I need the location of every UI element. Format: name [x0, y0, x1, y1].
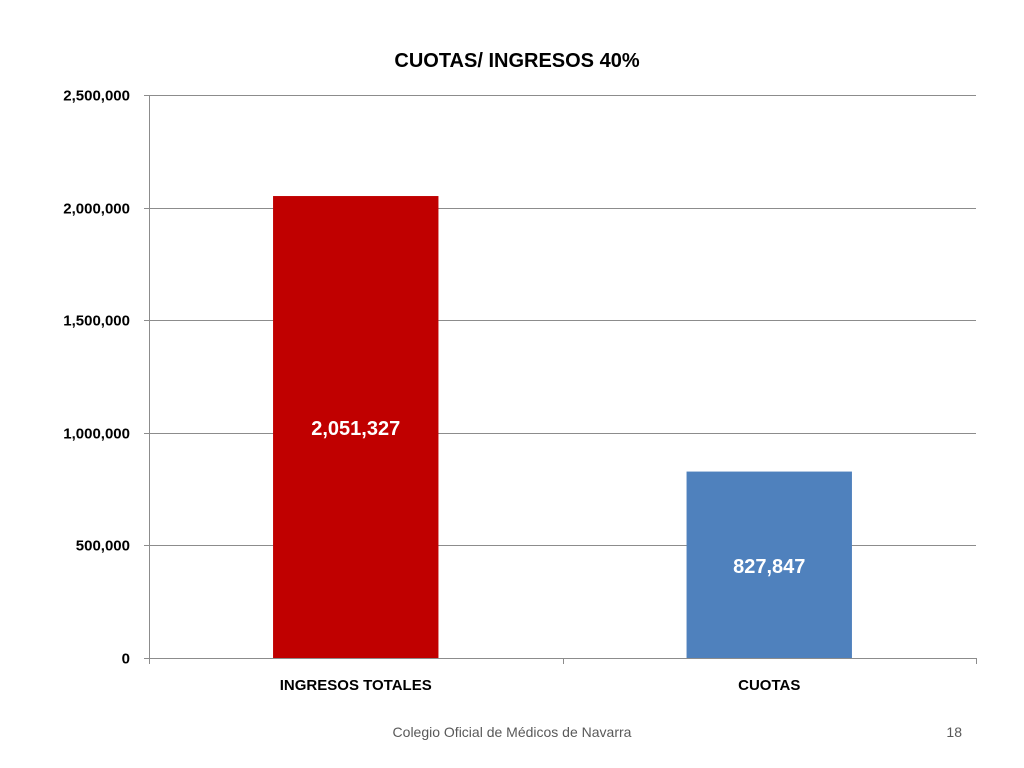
footer-organization: Colegio Oficial de Médicos de Navarra	[392, 724, 632, 740]
x-tick-label: INGRESOS TOTALES	[280, 677, 432, 694]
bar	[273, 196, 439, 659]
chart-title: CUOTAS/ INGRESOS 40%	[394, 50, 639, 72]
y-tick-label: 0	[122, 651, 130, 668]
y-tick-label: 2,000,000	[63, 201, 130, 218]
footer-page-number: 18	[946, 724, 962, 740]
data-label: 2,051,327	[311, 418, 400, 440]
tick-labels: 0 500,000 1,000,000 1,500,000 2,000,000 2,500…	[63, 88, 800, 695]
bar	[686, 471, 852, 658]
data-label: 827,847	[733, 556, 805, 578]
y-tick-label: 500,000	[76, 538, 130, 555]
y-tick-label: 2,500,000	[63, 88, 130, 105]
axes	[144, 95, 977, 664]
x-tick-label: CUOTAS	[738, 677, 800, 694]
data-labels: 2,051,327 827,847	[311, 418, 805, 578]
y-tick-label: 1,000,000	[63, 426, 130, 443]
bars	[273, 196, 852, 659]
y-tick-label: 1,500,000	[63, 313, 130, 330]
